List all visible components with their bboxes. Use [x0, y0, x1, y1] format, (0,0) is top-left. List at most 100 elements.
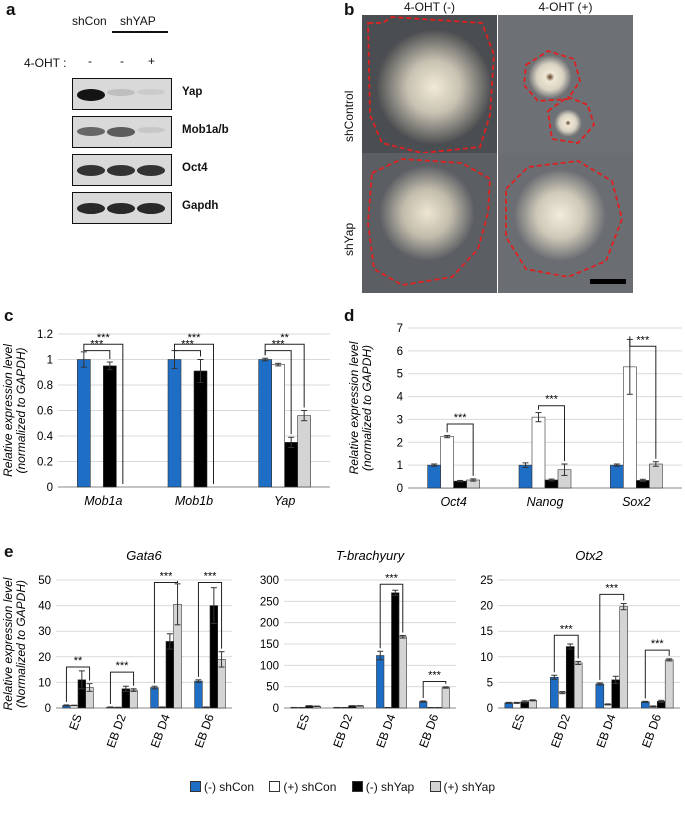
y-tick-label: 0.4: [37, 431, 54, 443]
x-tick-label: ES: [509, 712, 528, 732]
micrograph-shyap-pos: [498, 153, 633, 293]
significance-label: ***: [605, 582, 619, 594]
x-tick-label: EB D4: [373, 712, 398, 750]
significance-label: ***: [636, 334, 650, 346]
y-tick-label: 0: [273, 703, 279, 715]
bar: [150, 687, 159, 709]
blot-band: [137, 203, 165, 215]
micro-row-label-shcontrol: shControl: [342, 90, 356, 142]
blot-yap: [72, 78, 172, 110]
legend-item-pos-shcon: (+) shCon: [269, 780, 336, 794]
chart-title: Gata6: [126, 548, 162, 563]
significance-label: **: [280, 332, 289, 344]
significance-bracket: [153, 580, 179, 684]
x-tick-label: EB D4: [148, 712, 173, 750]
blot-band: [77, 165, 105, 176]
treatment-mark-3: +: [148, 54, 156, 68]
significance-bracket: [629, 336, 657, 459]
y-axis-label-sub: (normalized to GAPDH): [360, 345, 374, 471]
chart-e-gata6: Gata6 Relative expression level (Normalize…: [1, 548, 232, 750]
x-tick-label: Mob1b: [175, 494, 213, 508]
y-tick-label: 150: [260, 639, 279, 651]
blot-band: [77, 89, 105, 101]
blot-band: [107, 203, 135, 215]
y-tick-label: 50: [266, 682, 279, 694]
chart-e-tbrachyury: T-brachyury 0 50 100 150 200 250 300 ES EB D2 EB D…: [260, 548, 456, 750]
bar: [595, 683, 605, 709]
x-tick-label: ES: [294, 712, 313, 732]
significance-label: ***: [181, 339, 195, 351]
bar: [77, 359, 91, 488]
x-tick-label: EB D6: [192, 712, 217, 750]
significance-bracket: [264, 343, 305, 408]
panel-letter-e: e: [4, 542, 14, 561]
bar: [518, 464, 533, 489]
significance-bracket: [644, 649, 670, 699]
bar: [619, 606, 628, 709]
blot-band: [107, 127, 135, 137]
y-tick-label: 5: [487, 677, 493, 689]
y-tick-label: 6: [397, 346, 403, 358]
significance-bracket: [553, 634, 579, 673]
significance-bracket: [109, 671, 135, 704]
chart-e-otx2: Otx2 0 5 10 15 20 25 ES EB D2 EB D4 EB D6 *** *** ***: [480, 548, 680, 750]
significance-label: **: [74, 655, 83, 667]
x-tick-label: Yap: [274, 494, 295, 508]
blot-label: Gapdh: [182, 200, 219, 212]
y-tick-label: 200: [260, 618, 279, 630]
treatment-mark-2: -: [120, 54, 124, 68]
x-tick-label: EB D4: [594, 712, 619, 750]
chart-d: Relative expression level (normalized to …: [347, 323, 682, 509]
blot-gapdh: [72, 192, 172, 224]
blot-label: Mob1a/b: [182, 124, 229, 136]
significance-label: ***: [545, 394, 559, 406]
bar: [297, 415, 311, 488]
x-tick-label: EB D6: [416, 712, 441, 750]
bar: [284, 442, 298, 488]
y-tick-label: 25: [480, 575, 493, 587]
y-tick-label: 100: [260, 660, 279, 672]
bar: [664, 659, 674, 709]
significance-label: ***: [385, 572, 399, 584]
y-tick-label: 10: [38, 677, 51, 689]
blot-band: [137, 89, 165, 96]
x-tick-label: Oct4: [440, 495, 466, 509]
panel-letter-c: c: [4, 306, 14, 325]
significance-label: ***: [560, 623, 574, 635]
x-tick-label: EB D6: [639, 712, 664, 750]
y-tick-label: 1: [47, 355, 53, 367]
chart-title: Otx2: [575, 548, 603, 563]
significance-label: ***: [188, 332, 202, 344]
panel-letter-d: d: [344, 306, 355, 325]
significance-bracket: [264, 350, 292, 435]
legend-item-neg-shyap: (-) shYap: [351, 780, 414, 794]
bar: [427, 464, 441, 489]
y-tick-label: 2: [397, 437, 403, 449]
significance-bracket: [379, 583, 404, 649]
significance-label: ***: [116, 660, 130, 672]
y-tick-label: 0: [397, 483, 403, 495]
bar: [258, 359, 272, 488]
micro-col-header-pos: 4-OHT (+): [538, 0, 593, 14]
bar: [531, 416, 546, 489]
bar: [271, 364, 285, 488]
micro-col-header-neg: 4-OHT (-): [403, 0, 456, 14]
x-tick-label: Mob1a: [84, 494, 122, 508]
bar: [194, 680, 203, 709]
bar: [167, 359, 182, 488]
y-tick-label: 0.6: [37, 406, 53, 418]
blot-band: [107, 89, 135, 96]
x-tick-label: EB D2: [330, 712, 355, 750]
bar: [611, 679, 621, 709]
blot-label: Oct4: [182, 162, 208, 174]
bar: [398, 636, 407, 709]
significance-bracket: [174, 343, 214, 484]
bar: [129, 689, 138, 709]
bar: [649, 463, 663, 489]
significance-bracket: [83, 348, 111, 360]
significance-label: ***: [160, 571, 174, 583]
y-axis-label: Relative expression level: [347, 341, 361, 474]
y-tick-label: 5: [397, 369, 403, 381]
bar: [550, 676, 559, 709]
bar: [565, 646, 575, 709]
